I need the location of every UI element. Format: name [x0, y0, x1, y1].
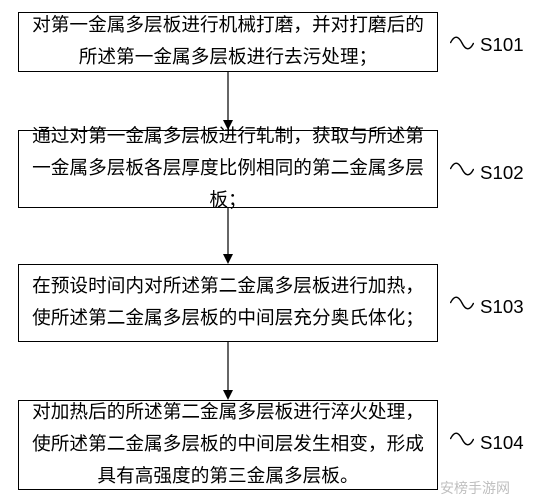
step-box-s102: 通过对第一金属多层板进行轧制，获取与所述第一金属多层板各层厚度比例相同的第二金属…: [18, 130, 438, 208]
step-label-s102: S102: [480, 162, 524, 184]
step-label-s103: S103: [480, 296, 524, 318]
step-text-s103: 在预设时间内对所述第二金属多层板进行加热，使所述第二金属多层板的中间层充分奥氏体…: [29, 271, 427, 334]
step-text-s102: 通过对第一金属多层板进行轧制，获取与所述第一金属多层板各层厚度比例相同的第二金属…: [29, 121, 427, 216]
watermark-text: 安榜手游网: [440, 478, 510, 498]
step-label-s101: S101: [480, 34, 524, 56]
squiggle-path: [450, 37, 473, 49]
step-label-s104: S104: [480, 432, 524, 454]
squiggle-s102: [450, 162, 474, 176]
squiggle-path: [450, 163, 473, 175]
step-box-s103: 在预设时间内对所述第二金属多层板进行加热，使所述第二金属多层板的中间层充分奥氏体…: [18, 264, 438, 342]
connector-3-4: [222, 342, 234, 400]
squiggle-s101: [450, 36, 474, 50]
flowchart-container: 对第一金属多层板进行机械打磨，并对打磨后的所述第一金属多层板进行去污处理； S1…: [0, 0, 537, 500]
squiggle-path: [450, 433, 473, 445]
squiggle-s103: [450, 296, 474, 310]
step-box-s104: 对加热后的所述第二金属多层板进行淬火处理，使所述第二金属多层板的中间层发生相变，…: [18, 400, 438, 490]
step-text-s101: 对第一金属多层板进行机械打磨，并对打磨后的所述第一金属多层板进行去污处理；: [29, 10, 427, 73]
squiggle-s104: [450, 432, 474, 446]
step-text-s104: 对加热后的所述第二金属多层板进行淬火处理，使所述第二金属多层板的中间层发生相变，…: [29, 397, 427, 492]
arrowhead-icon: [223, 254, 233, 264]
squiggle-path: [450, 297, 473, 309]
step-box-s101: 对第一金属多层板进行机械打磨，并对打磨后的所述第一金属多层板进行去污处理；: [18, 12, 438, 72]
